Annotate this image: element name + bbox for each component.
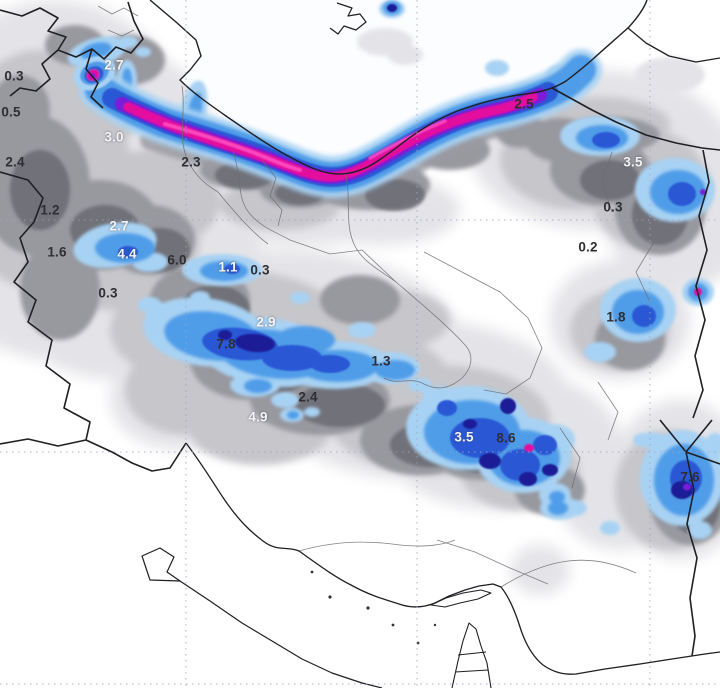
- caspian-precip-band: [79, 49, 602, 198]
- saudi-gulf-coast: [179, 580, 383, 688]
- blue-shading-deep-layer: [118, 132, 702, 496]
- sea-area-shading: [357, 28, 705, 93]
- caspian-sea: [150, 0, 647, 174]
- iraq-saudi-border: [0, 438, 87, 447]
- musandam-peninsula: [451, 622, 492, 688]
- caspian-coastline: [149, 0, 648, 175]
- kuwait-coast: [141, 547, 181, 582]
- west-border: [0, 171, 187, 472]
- northwest-heavy-cell: [73, 56, 116, 91]
- iran-gulf-coast: [185, 442, 720, 675]
- east-border: [659, 149, 720, 657]
- province-borders: [97, 5, 655, 588]
- turkmen-coast: [627, 27, 720, 63]
- blue-shading-navy-layer: [218, 4, 693, 499]
- northwest-border-cluster: [0, 1, 144, 109]
- northeast-border: [551, 87, 720, 151]
- absheron-peninsula: [329, 2, 367, 35]
- qeshm-island: [430, 589, 492, 608]
